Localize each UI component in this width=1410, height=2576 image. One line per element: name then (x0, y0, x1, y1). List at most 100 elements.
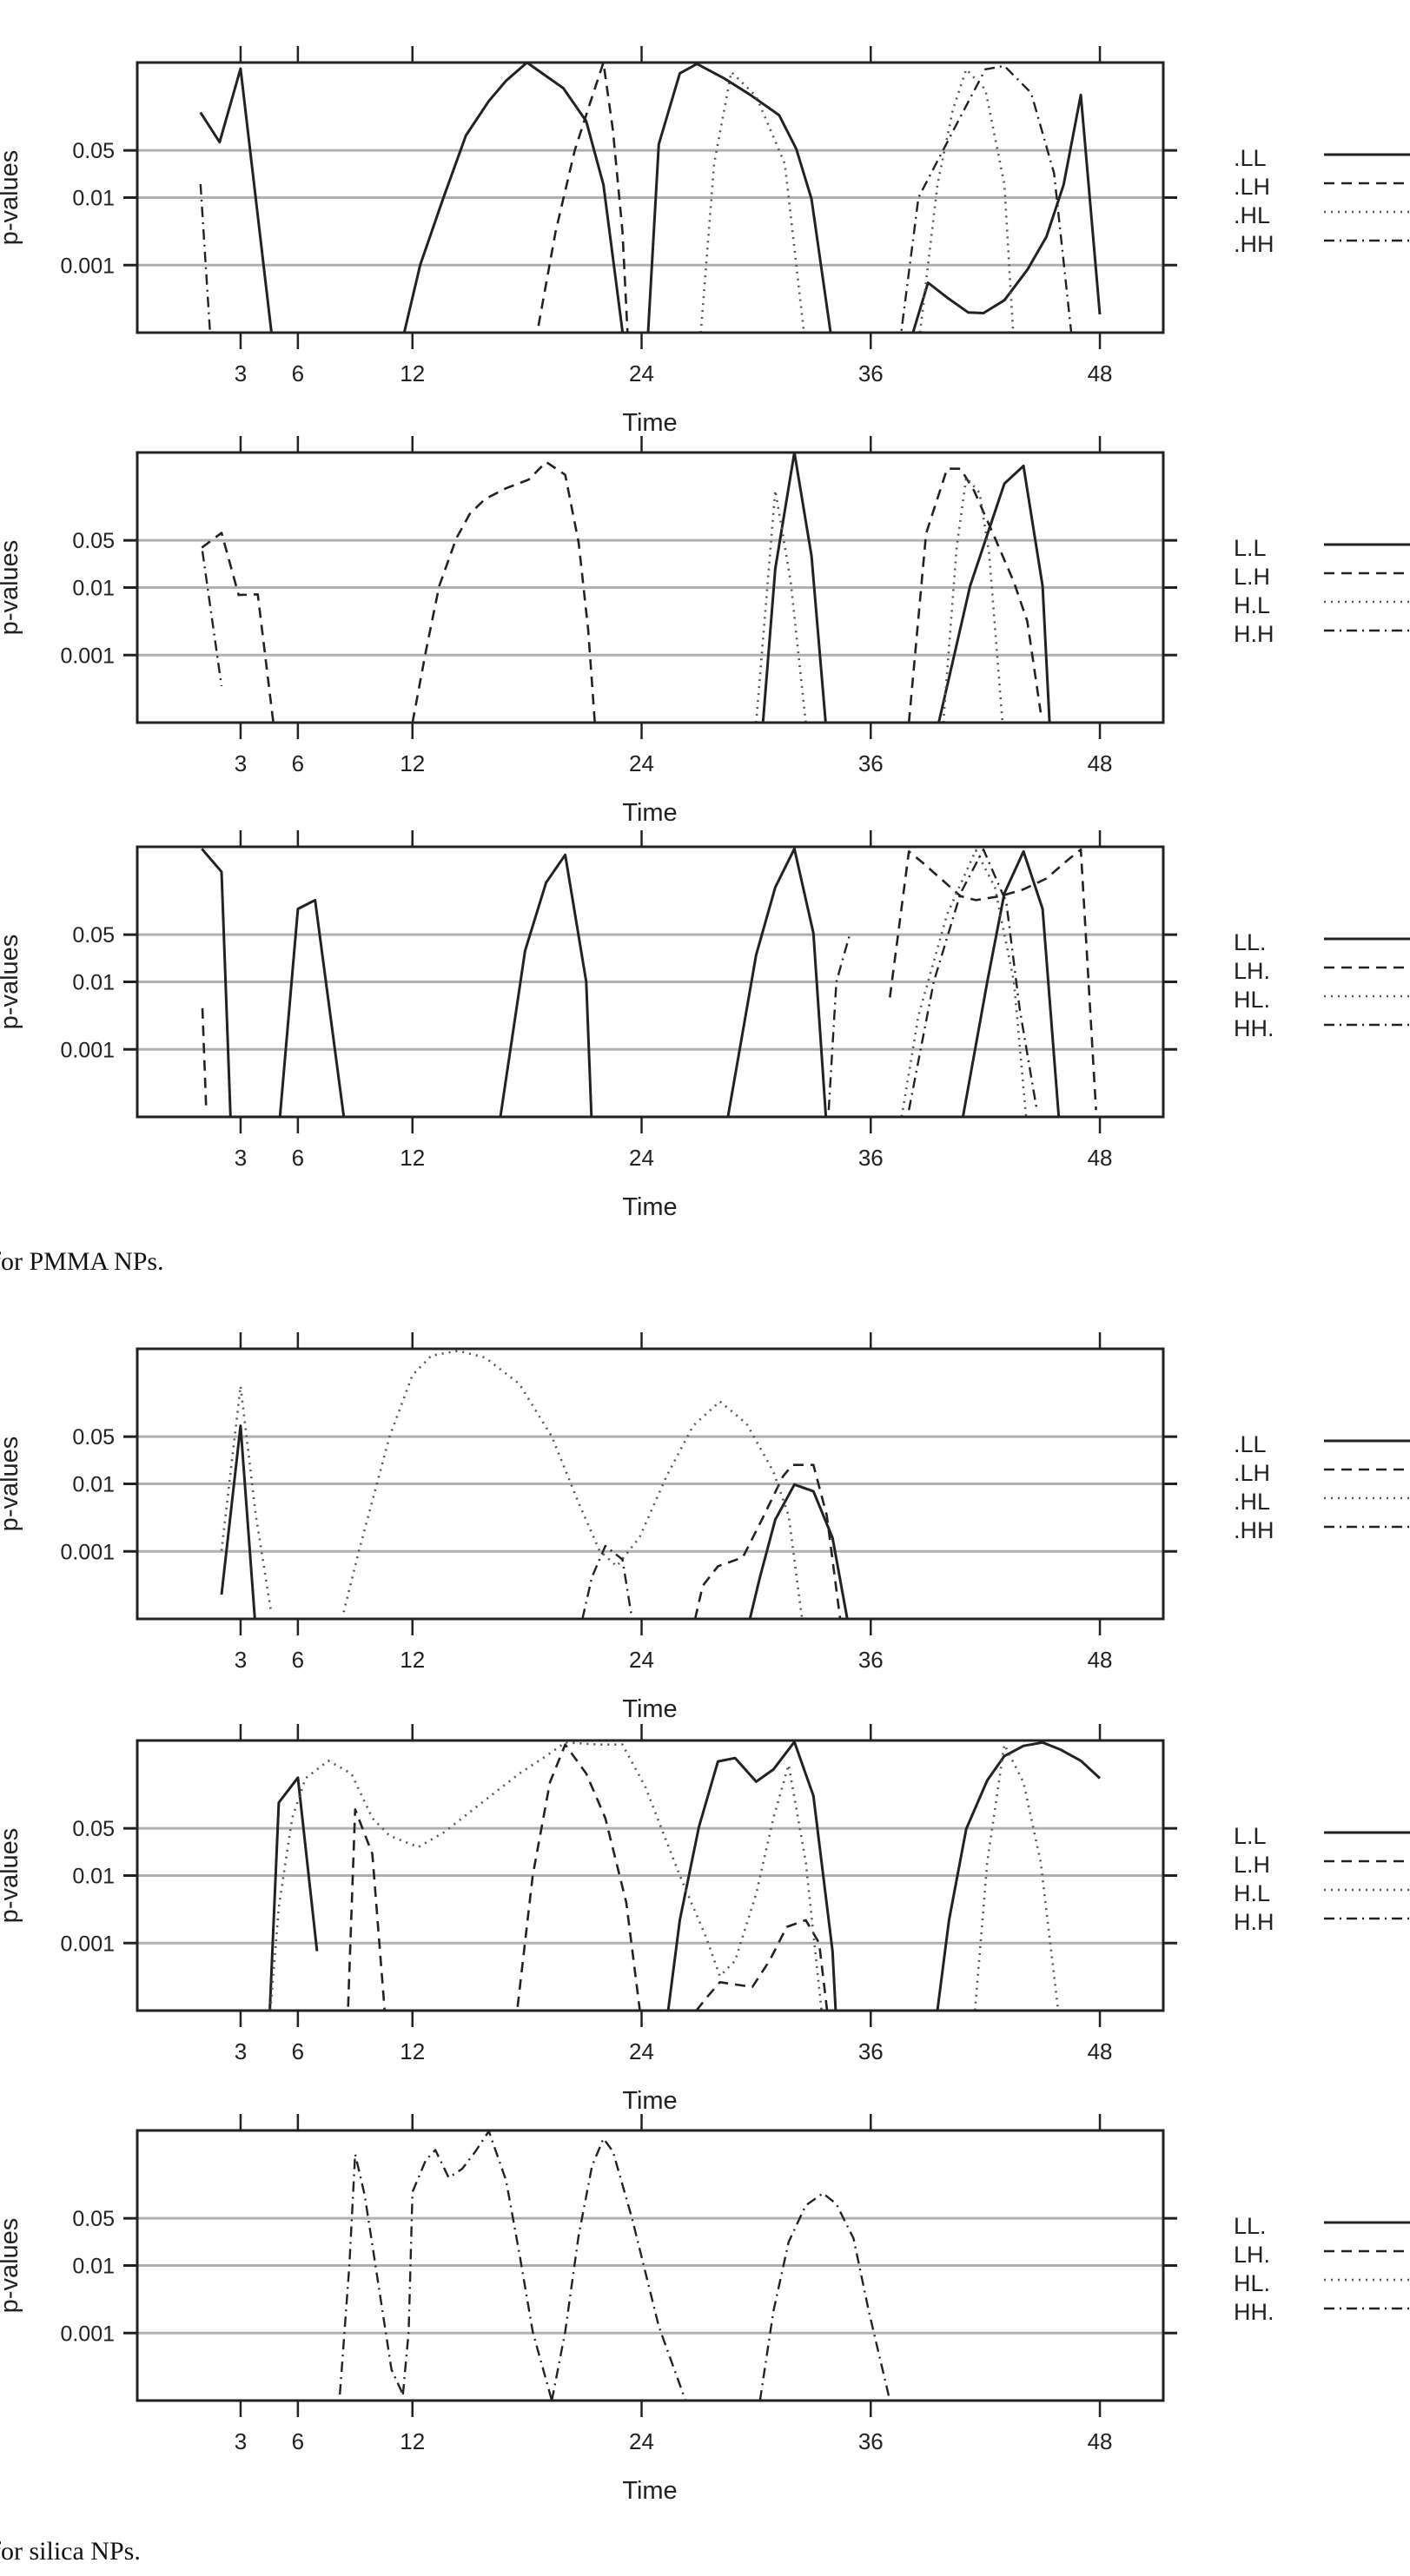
series-line-dotted (900, 849, 1028, 1117)
y-tick-label: 0.05 (72, 529, 115, 553)
x-tick-label: 24 (629, 1647, 654, 1673)
series-line-dashed (515, 1743, 641, 2011)
x-tick-label: 24 (629, 360, 654, 386)
x-tick-label: 12 (400, 360, 425, 386)
y-tick-label: 0.001 (60, 1038, 115, 1062)
series-line-dotted (755, 489, 807, 723)
x-tick-label: 6 (292, 750, 304, 776)
y-tick-label: 0.01 (72, 187, 115, 211)
legend-label: HH. (1234, 2299, 1274, 2325)
series-line-dotted (342, 1350, 804, 1619)
series-line-dashed (411, 460, 596, 723)
series-line-dashed (889, 848, 1097, 1111)
series-line-dashed (907, 467, 1043, 723)
series-line-dashed (693, 1463, 842, 1619)
y-tick-label: 0.05 (72, 2207, 115, 2231)
x-axis-label: Time (622, 1193, 677, 1221)
y-axis-label: p-values (0, 540, 23, 636)
x-tick-label: 36 (858, 2038, 884, 2064)
legend-label: H.L (1234, 592, 1270, 618)
series-line-solid (726, 847, 828, 1117)
series-line-solid (937, 465, 1051, 723)
x-axis-label: Time (622, 2087, 677, 2115)
legend-label: .HH (1234, 1517, 1274, 1543)
x-tick-label: 48 (1088, 2038, 1113, 2064)
legend-label: HH. (1234, 1015, 1274, 1041)
y-axis-label: p-values (0, 1437, 23, 1532)
caption-silica: for silica NPs. (0, 2537, 141, 2566)
series-line-dashdot (900, 64, 1073, 333)
legend-label: H.L (1234, 1880, 1270, 1906)
y-tick-label: 0.01 (72, 1473, 115, 1497)
x-tick-label: 24 (629, 750, 654, 776)
y-axis-label: p-values (0, 1828, 23, 1924)
x-tick-label: 48 (1088, 750, 1113, 776)
x-tick-label: 3 (235, 360, 247, 386)
y-tick-label: 0.01 (72, 1865, 115, 1889)
legend-label: LL. (1234, 929, 1267, 955)
series-line-solid (268, 1776, 319, 2011)
plot-frame (136, 1347, 1165, 1621)
series-line-dashdot (339, 2153, 404, 2395)
y-tick-label: 0.01 (72, 577, 115, 601)
y-axis-label: p-values (0, 935, 23, 1030)
legend-label: .HL (1234, 202, 1270, 228)
x-tick-label: 6 (292, 2428, 304, 2454)
x-tick-label: 12 (400, 1145, 425, 1171)
legend-label: HL. (1234, 987, 1270, 1013)
x-tick-label: 6 (292, 1647, 304, 1673)
x-axis-label: Time (622, 799, 677, 827)
plot-frame (136, 451, 1165, 724)
legend-label: LL. (1234, 2213, 1267, 2239)
x-tick-label: 12 (400, 750, 425, 776)
x-tick-label: 48 (1088, 2428, 1113, 2454)
x-tick-label: 3 (235, 1647, 247, 1673)
x-axis-label: Time (622, 409, 677, 437)
series-line-solid (666, 1740, 837, 2011)
legend-label: L.L (1234, 535, 1267, 561)
legend: .LL .LH.HL .HH (1234, 145, 1410, 257)
series-line-dashed (201, 532, 275, 723)
plot-frame (136, 61, 1165, 334)
series-line-solid (278, 898, 346, 1117)
legend-label: .HH (1234, 231, 1274, 257)
y-axis-label: p-values (0, 2218, 23, 2314)
x-tick-label: 36 (858, 1145, 884, 1171)
x-tick-label: 6 (292, 2038, 304, 2064)
y-tick-label: 0.05 (72, 139, 115, 163)
legend-label: .LL (1234, 1431, 1267, 1457)
legend-label: .HL (1234, 1489, 1270, 1515)
x-tick-label: 3 (235, 2038, 247, 2064)
x-tick-label: 36 (858, 750, 884, 776)
legend: L.L L.HH.L H.H (1234, 535, 1410, 647)
x-tick-label: 3 (235, 750, 247, 776)
x-axis-label: Time (622, 1695, 677, 1723)
series-line-dashed (347, 1808, 387, 2011)
series-line-solid (499, 853, 593, 1117)
x-tick-label: 24 (629, 1145, 654, 1171)
x-tick-label: 36 (858, 2428, 884, 2454)
series-line-solid (911, 93, 1102, 333)
x-tick-label: 12 (400, 2428, 425, 2454)
series-line-dotted (268, 1741, 823, 2011)
legend-label: .LH (1234, 1460, 1270, 1486)
series-line-dashdot (199, 183, 211, 333)
legend-label: .LL (1234, 145, 1267, 171)
y-tick-label: 0.001 (60, 1932, 115, 1956)
caption-pmma: for PMMA NPs. (0, 1247, 164, 1276)
y-tick-label: 0.001 (60, 2322, 115, 2346)
series-line-solid (761, 452, 827, 723)
legend-label: LH. (1234, 958, 1270, 984)
x-tick-label: 6 (292, 360, 304, 386)
y-tick-label: 0.05 (72, 1817, 115, 1841)
legend-label: .LH (1234, 174, 1270, 200)
series-line-dashdot (401, 2130, 553, 2401)
series-line-dotted (699, 70, 805, 333)
y-tick-label: 0.05 (72, 1425, 115, 1450)
series-line-solid (646, 63, 832, 333)
